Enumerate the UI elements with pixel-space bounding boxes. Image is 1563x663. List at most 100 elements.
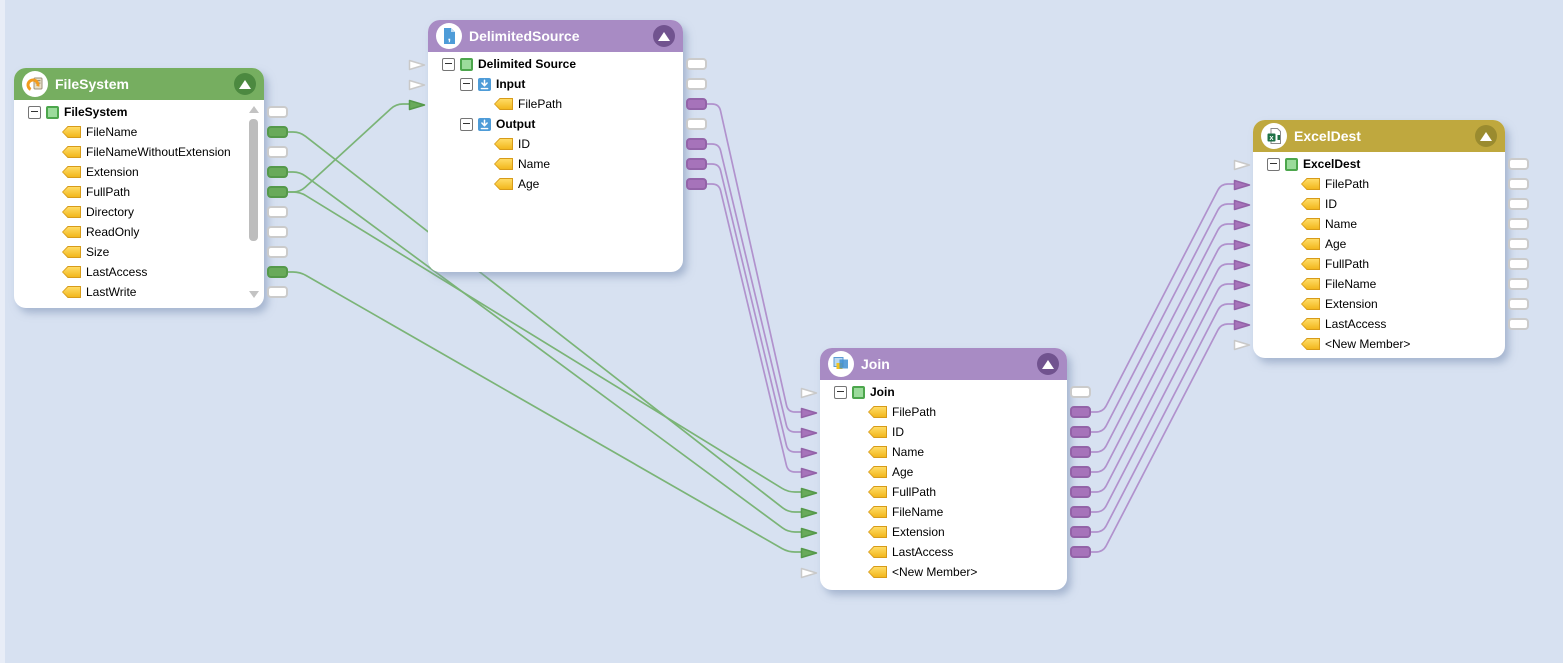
- tree-row-input[interactable]: Input: [428, 74, 683, 94]
- input-port[interactable]: [1233, 198, 1251, 211]
- input-port[interactable]: [800, 566, 818, 579]
- tree-row-fullpath[interactable]: FullPath: [1253, 254, 1505, 274]
- expander-minus-icon[interactable]: [28, 105, 41, 119]
- tree-row-filename[interactable]: FileName: [1253, 274, 1505, 294]
- node-header[interactable]: FileSystem: [14, 68, 264, 100]
- input-port[interactable]: [1233, 258, 1251, 271]
- scroll-up-icon[interactable]: [248, 106, 259, 113]
- output-port[interactable]: [1070, 426, 1091, 438]
- connection-wire[interactable]: [1091, 283, 1234, 513]
- collapse-button[interactable]: [653, 25, 675, 47]
- tree-row-exceldest[interactable]: ExcelDest: [1253, 154, 1505, 174]
- tree-row-newmember[interactable]: <New Member>: [1253, 334, 1505, 354]
- tree-row-lastaccess[interactable]: LastAccess: [1253, 314, 1505, 334]
- tree-row-age[interactable]: Age: [1253, 234, 1505, 254]
- collapse-button[interactable]: [1475, 125, 1497, 147]
- input-port[interactable]: [408, 58, 426, 71]
- tree-row-filenamewithoutextension[interactable]: FileNameWithoutExtension: [14, 142, 264, 162]
- node-exceldest[interactable]: x ExcelDest ExcelDest FilePath ID Name Age Ful…: [1233, 120, 1529, 358]
- tree-row-extension[interactable]: Extension: [820, 522, 1067, 542]
- output-port[interactable]: [267, 146, 288, 158]
- scroll-down-icon[interactable]: [248, 291, 259, 298]
- tree-row-lastwrite[interactable]: LastWrite: [14, 282, 264, 302]
- expander-minus-icon[interactable]: [834, 385, 847, 399]
- output-port[interactable]: [686, 118, 707, 130]
- output-port[interactable]: [1508, 178, 1529, 190]
- expander-minus-icon[interactable]: [442, 57, 455, 71]
- output-port[interactable]: [686, 158, 707, 170]
- input-port[interactable]: [1233, 278, 1251, 291]
- collapse-button[interactable]: [234, 73, 256, 95]
- output-port[interactable]: [1508, 238, 1529, 250]
- output-port[interactable]: [686, 178, 707, 190]
- tree-row-filepath[interactable]: FilePath: [428, 94, 683, 114]
- tree-row-filename[interactable]: FileName: [14, 122, 264, 142]
- tree-row-filepath[interactable]: FilePath: [820, 402, 1067, 422]
- output-port[interactable]: [1070, 526, 1091, 538]
- input-port[interactable]: [1233, 238, 1251, 251]
- node-header[interactable]: Join: [820, 348, 1067, 380]
- node-join[interactable]: Join Join FilePath ID Name Age FullPath FileNam…: [800, 348, 1091, 590]
- tree-row-extension[interactable]: Extension: [1253, 294, 1505, 314]
- connection-wire[interactable]: [707, 163, 801, 453]
- tree-row-readonly[interactable]: ReadOnly: [14, 222, 264, 242]
- input-port[interactable]: [800, 506, 818, 519]
- expander-minus-icon[interactable]: [460, 77, 473, 91]
- output-port[interactable]: [1508, 198, 1529, 210]
- input-port[interactable]: [800, 426, 818, 439]
- output-port[interactable]: [267, 266, 288, 278]
- input-port[interactable]: [800, 466, 818, 479]
- output-port[interactable]: [1070, 406, 1091, 418]
- connection-wire[interactable]: [1091, 303, 1234, 533]
- tree-row-age[interactable]: Age: [428, 174, 683, 194]
- tree-row-join[interactable]: Join: [820, 382, 1067, 402]
- input-port[interactable]: [1233, 158, 1251, 171]
- input-port[interactable]: [408, 98, 426, 111]
- tree-row-filename[interactable]: FileName: [820, 502, 1067, 522]
- tree-row-fullpath[interactable]: FullPath: [14, 182, 264, 202]
- collapse-button[interactable]: [1037, 353, 1059, 375]
- output-port[interactable]: [1508, 298, 1529, 310]
- tree-row-id[interactable]: ID: [1253, 194, 1505, 214]
- tree-row-extension[interactable]: Extension: [14, 162, 264, 182]
- connection-wire[interactable]: [1091, 183, 1234, 413]
- tree-row-lastaccess[interactable]: LastAccess: [820, 542, 1067, 562]
- output-port[interactable]: [267, 226, 288, 238]
- connection-wire[interactable]: [707, 103, 801, 413]
- output-port[interactable]: [267, 186, 288, 198]
- output-port[interactable]: [267, 246, 288, 258]
- connection-wire[interactable]: [1091, 223, 1234, 453]
- node-header[interactable]: x ExcelDest: [1253, 120, 1505, 152]
- scrollbar-thumb[interactable]: [249, 119, 258, 242]
- tree-row-directory[interactable]: Directory: [14, 202, 264, 222]
- output-port[interactable]: [1070, 506, 1091, 518]
- input-port[interactable]: [1233, 338, 1251, 351]
- input-port[interactable]: [800, 526, 818, 539]
- connection-wire[interactable]: [1091, 263, 1234, 493]
- tree-row-output[interactable]: Output: [428, 114, 683, 134]
- connection-wire[interactable]: [1091, 323, 1234, 553]
- tree-row-age[interactable]: Age: [820, 462, 1067, 482]
- connection-wire[interactable]: [288, 191, 801, 493]
- tree-row-lastaccess[interactable]: LastAccess: [14, 262, 264, 282]
- node-delimitedsource[interactable]: , DelimitedSource Delimited Source Input F…: [408, 20, 707, 272]
- connection-wire[interactable]: [288, 271, 801, 553]
- tree-row-id[interactable]: ID: [820, 422, 1067, 442]
- input-port[interactable]: [800, 546, 818, 559]
- output-port[interactable]: [1508, 158, 1529, 170]
- tree-row-delimitedsource[interactable]: Delimited Source: [428, 54, 683, 74]
- tree-row-filesystem[interactable]: FileSystem: [14, 102, 264, 122]
- output-port[interactable]: [1508, 218, 1529, 230]
- output-port[interactable]: [1070, 466, 1091, 478]
- tree-row-newmember[interactable]: <New Member>: [820, 562, 1067, 582]
- output-port[interactable]: [267, 286, 288, 298]
- node-header[interactable]: , DelimitedSource: [428, 20, 683, 52]
- input-port[interactable]: [800, 486, 818, 499]
- tree-row-name[interactable]: Name: [820, 442, 1067, 462]
- scrollbar-track[interactable]: [249, 117, 258, 287]
- output-port[interactable]: [686, 138, 707, 150]
- input-port[interactable]: [1233, 318, 1251, 331]
- output-port[interactable]: [1070, 546, 1091, 558]
- output-port[interactable]: [686, 98, 707, 110]
